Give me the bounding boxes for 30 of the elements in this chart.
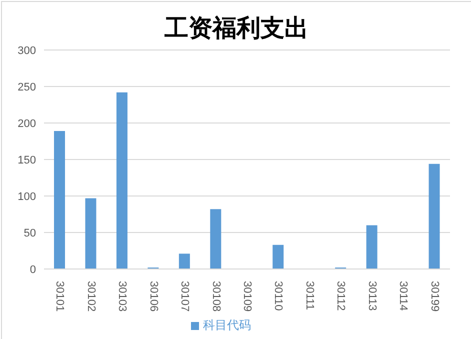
y-tick-label: 100	[18, 190, 36, 203]
bar	[366, 225, 378, 269]
x-tick-label: 30199	[428, 281, 440, 312]
y-tick-label: 150	[18, 154, 36, 166]
x-tick-label: 30112	[334, 281, 347, 311]
x-tick-label: 30101	[54, 281, 66, 312]
y-tick-label: 300	[18, 44, 36, 57]
x-tick-label: 30114	[397, 281, 410, 311]
legend-label: 科目代码	[203, 318, 251, 332]
x-tick-label: 30110	[272, 281, 284, 311]
x-tick-label: 30103	[116, 281, 128, 312]
y-tick-label: 50	[24, 227, 36, 240]
y-tick-label: 0	[30, 264, 36, 276]
x-tick-label: 30102	[84, 281, 97, 312]
bar	[178, 254, 190, 269]
x-tick-label: 30113	[366, 281, 378, 311]
bar	[54, 131, 65, 269]
bar	[116, 92, 128, 269]
x-tick-label: 30111	[303, 281, 316, 310]
bar	[85, 198, 96, 269]
x-tick-label: 30109	[241, 281, 253, 312]
x-tick-label: 30108	[210, 281, 222, 312]
y-tick-label: 200	[18, 118, 36, 130]
y-tick-label: 250	[18, 81, 36, 94]
bar	[272, 244, 284, 269]
bar	[428, 164, 440, 269]
chart-title: 工资福利支出	[164, 14, 310, 44]
x-tick-label: 30106	[147, 281, 160, 312]
bar	[210, 209, 222, 269]
x-tick-label: 30107	[178, 281, 191, 312]
